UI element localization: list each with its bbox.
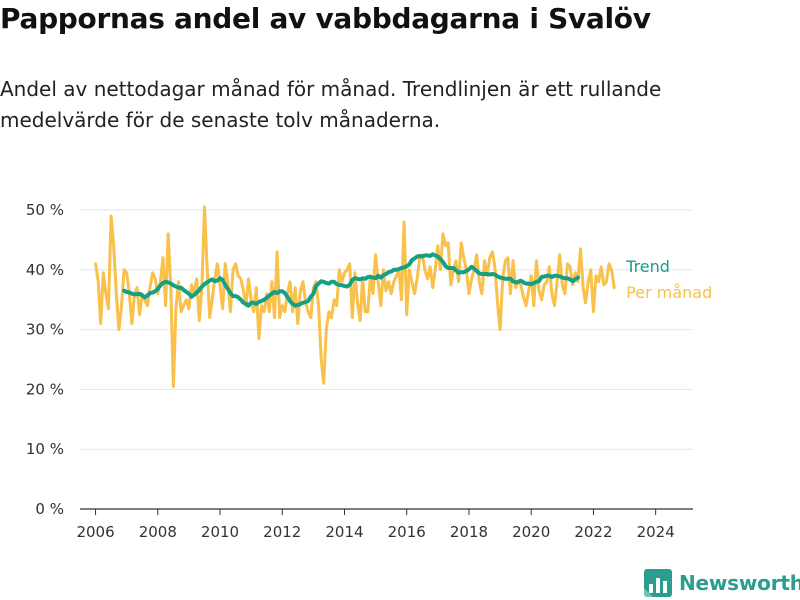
x-tick-label: 2022 [574, 523, 612, 541]
x-tick-label: 2010 [201, 523, 239, 541]
chart-subtitle: Andel av nettodagar månad för månad. Tre… [0, 77, 662, 132]
x-tick-label: 2018 [450, 523, 488, 541]
y-tick-label: 30 % [26, 321, 64, 339]
x-tick-label: 2006 [76, 523, 114, 541]
x-tick-label: 2012 [263, 523, 301, 541]
x-axis-ticks: 2006 2008 2010 2012 2014 2016 2018 2020 2022 2024 [76, 508, 693, 541]
series-lines [94, 205, 616, 388]
series-label-0: Trend [625, 257, 670, 276]
y-tick-label: 20 % [26, 380, 64, 398]
y-tick-label: 10 % [26, 440, 64, 458]
series-line-0 [94, 205, 616, 388]
x-tick-label: 2016 [388, 523, 426, 541]
x-tick-label: 2024 [637, 523, 675, 541]
brand-name: Newsworthy [679, 571, 800, 595]
chart-title: Pappornas andel av vabbdagarna i Svalöv [0, 2, 651, 35]
y-tick-label: 0 % [35, 500, 64, 518]
y-tick-label: 40 % [26, 261, 64, 279]
x-tick-label: 2008 [139, 523, 177, 541]
series-line-1 [122, 252, 580, 308]
y-axis-ticks: 0 % 10 % 20 % 30 % 40 % 50 % [26, 201, 64, 518]
x-tick-label: 2014 [325, 523, 363, 541]
series-label-1: Per månad [626, 283, 712, 302]
newsworthy-brand[interactable]: Newsworthy [644, 568, 800, 598]
newsworthy-logo-icon [644, 569, 672, 597]
series-labels: Trend Per månad [625, 257, 712, 302]
x-tick-label: 2020 [512, 523, 550, 541]
y-tick-label: 50 % [26, 201, 64, 219]
